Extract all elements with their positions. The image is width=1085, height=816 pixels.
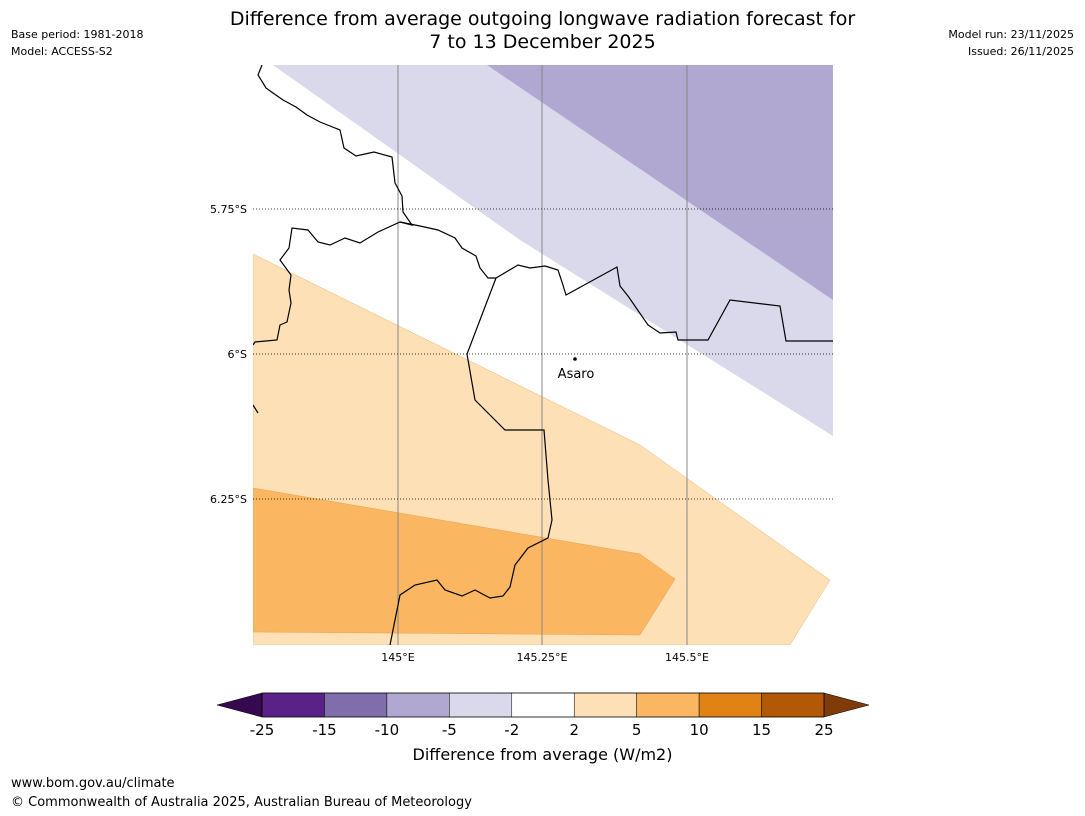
place-marker bbox=[573, 357, 577, 361]
colorbar-segment bbox=[449, 692, 513, 718]
colorbar: -25 -15 -10 -5 -2 2 5 10 15 25 bbox=[216, 692, 870, 739]
colorbar-segment bbox=[573, 692, 637, 718]
colorbar-tick-label: 25 bbox=[814, 721, 833, 739]
colorbar-under-arrow bbox=[216, 692, 263, 718]
band-pos-5-10 bbox=[253, 487, 676, 636]
colorbar-segment bbox=[386, 692, 450, 718]
colorbar-tick-label: -10 bbox=[375, 721, 400, 739]
meta-right: Model run: 23/11/2025 Issued: 26/11/2025 bbox=[948, 26, 1074, 60]
lon-label-145-5: 145.5°E bbox=[665, 651, 709, 664]
footer-url[interactable]: www.bom.gov.au/climate bbox=[11, 776, 175, 791]
map-area bbox=[253, 65, 833, 645]
colorbar-frame bbox=[261, 692, 825, 718]
lat-label-6: 6°S bbox=[228, 348, 247, 361]
chart-title: Difference from average outgoing longwav… bbox=[150, 8, 935, 54]
colorbar-tick-label: -5 bbox=[442, 721, 457, 739]
province-boundary-central bbox=[399, 221, 833, 342]
colorbar-segment bbox=[761, 692, 825, 718]
band-neg-10-5 bbox=[487, 65, 833, 300]
colorbar-segment bbox=[636, 692, 700, 718]
colorbar-tick-label: 15 bbox=[752, 721, 771, 739]
model-run: Model run: 23/11/2025 bbox=[948, 28, 1074, 41]
colorbar-tick-label: -25 bbox=[250, 721, 275, 739]
colorbar-segment bbox=[698, 692, 762, 718]
colorbar-label: Difference from average (W/m2) bbox=[412, 745, 673, 764]
colorbar-tick-label: 5 bbox=[632, 721, 642, 739]
colorbar-tick-label: -2 bbox=[504, 721, 519, 739]
province-boundary-fragment bbox=[253, 404, 259, 414]
lat-label-6-25: 6.25°S bbox=[210, 493, 247, 506]
colorbar-segment bbox=[261, 692, 325, 718]
place-label: Asaro bbox=[558, 367, 595, 382]
base-period: Base period: 1981-2018 bbox=[11, 28, 144, 41]
model-name: Model: ACCESS-S2 bbox=[11, 45, 113, 58]
issued-date: Issued: 26/11/2025 bbox=[967, 45, 1074, 58]
lat-label-5-75: 5.75°S bbox=[210, 203, 247, 216]
footer-copyright: © Commonwealth of Australia 2025, Austra… bbox=[11, 795, 472, 810]
colorbar-tick-label: 2 bbox=[569, 721, 579, 739]
province-boundary-south bbox=[389, 277, 553, 645]
colorbar-segment bbox=[324, 692, 388, 718]
colorbar-tick-label: -15 bbox=[312, 721, 337, 739]
meta-left: Base period: 1981-2018 Model: ACCESS-S2 bbox=[11, 26, 143, 60]
title-line-2: 7 to 13 December 2025 bbox=[429, 31, 656, 53]
colorbar-segment bbox=[511, 692, 575, 718]
colorbar-tick-label: 10 bbox=[690, 721, 709, 739]
lon-label-145: 145°E bbox=[381, 651, 414, 664]
lon-label-145-25: 145.25°E bbox=[517, 651, 568, 664]
title-line-1: Difference from average outgoing longwav… bbox=[229, 8, 856, 30]
colorbar-over-arrow bbox=[823, 692, 870, 718]
